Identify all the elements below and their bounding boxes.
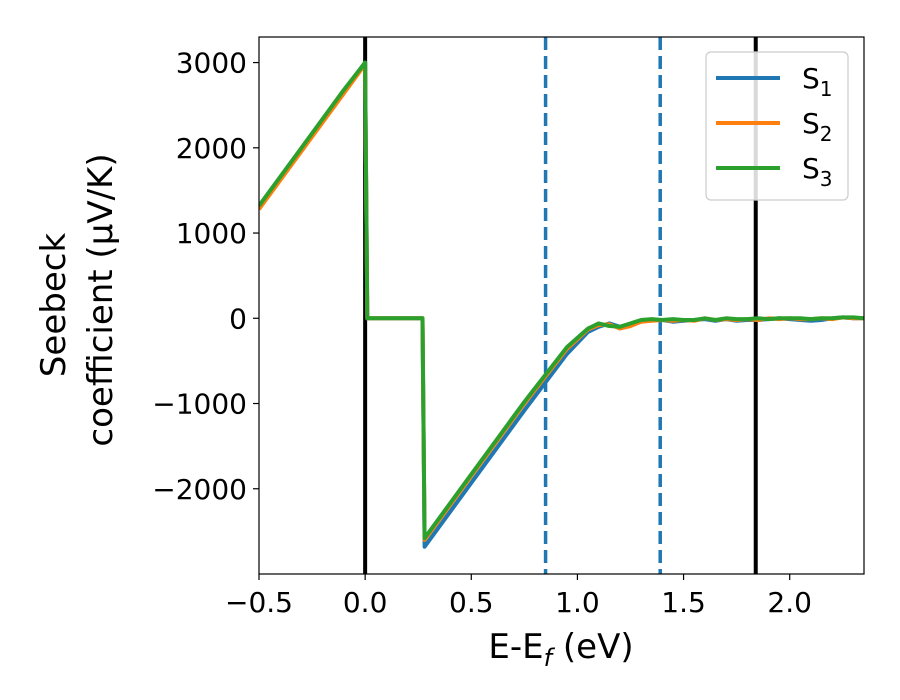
x-tick-label: 0.0 bbox=[343, 586, 388, 619]
x-tick-label: 0.5 bbox=[449, 586, 494, 619]
x-tick-label: 2.0 bbox=[767, 586, 812, 619]
x-tick-label: −0.5 bbox=[225, 586, 293, 619]
series-lines bbox=[259, 60, 864, 549]
y-axis-label-line2: coefficient (μV/K) bbox=[81, 153, 121, 446]
y-tick-label: 0 bbox=[229, 302, 247, 335]
series-line-s3 bbox=[259, 60, 864, 541]
x-axis-label: E-Ef (eV) bbox=[488, 627, 633, 672]
x-axis-ticks: −0.5 0.0 0.5 1.0 1.5 2.0 bbox=[225, 574, 812, 619]
y-tick-label: −2000 bbox=[152, 473, 247, 506]
y-axis-label-line1: Seebeck bbox=[34, 233, 74, 378]
y-tick-label: −1000 bbox=[152, 388, 247, 421]
y-axis-ticks: −2000 −1000 0 1000 2000 3000 bbox=[152, 47, 259, 506]
legend-label-s1: S1 bbox=[802, 62, 833, 101]
x-axis-label-unit: (eV) bbox=[552, 627, 634, 667]
y-tick-label: 1000 bbox=[176, 217, 247, 250]
legend-label-s2: S2 bbox=[802, 107, 833, 146]
legend-box bbox=[705, 51, 849, 201]
y-tick-label: 3000 bbox=[176, 47, 247, 80]
x-tick-label: 1.5 bbox=[661, 586, 706, 619]
y-tick-label: 2000 bbox=[176, 132, 247, 165]
x-tick-label: 1.0 bbox=[555, 586, 600, 619]
plot-frame bbox=[258, 36, 865, 575]
legend: S1 S2 S3 bbox=[705, 51, 849, 201]
legend-label-s3: S3 bbox=[802, 152, 833, 191]
